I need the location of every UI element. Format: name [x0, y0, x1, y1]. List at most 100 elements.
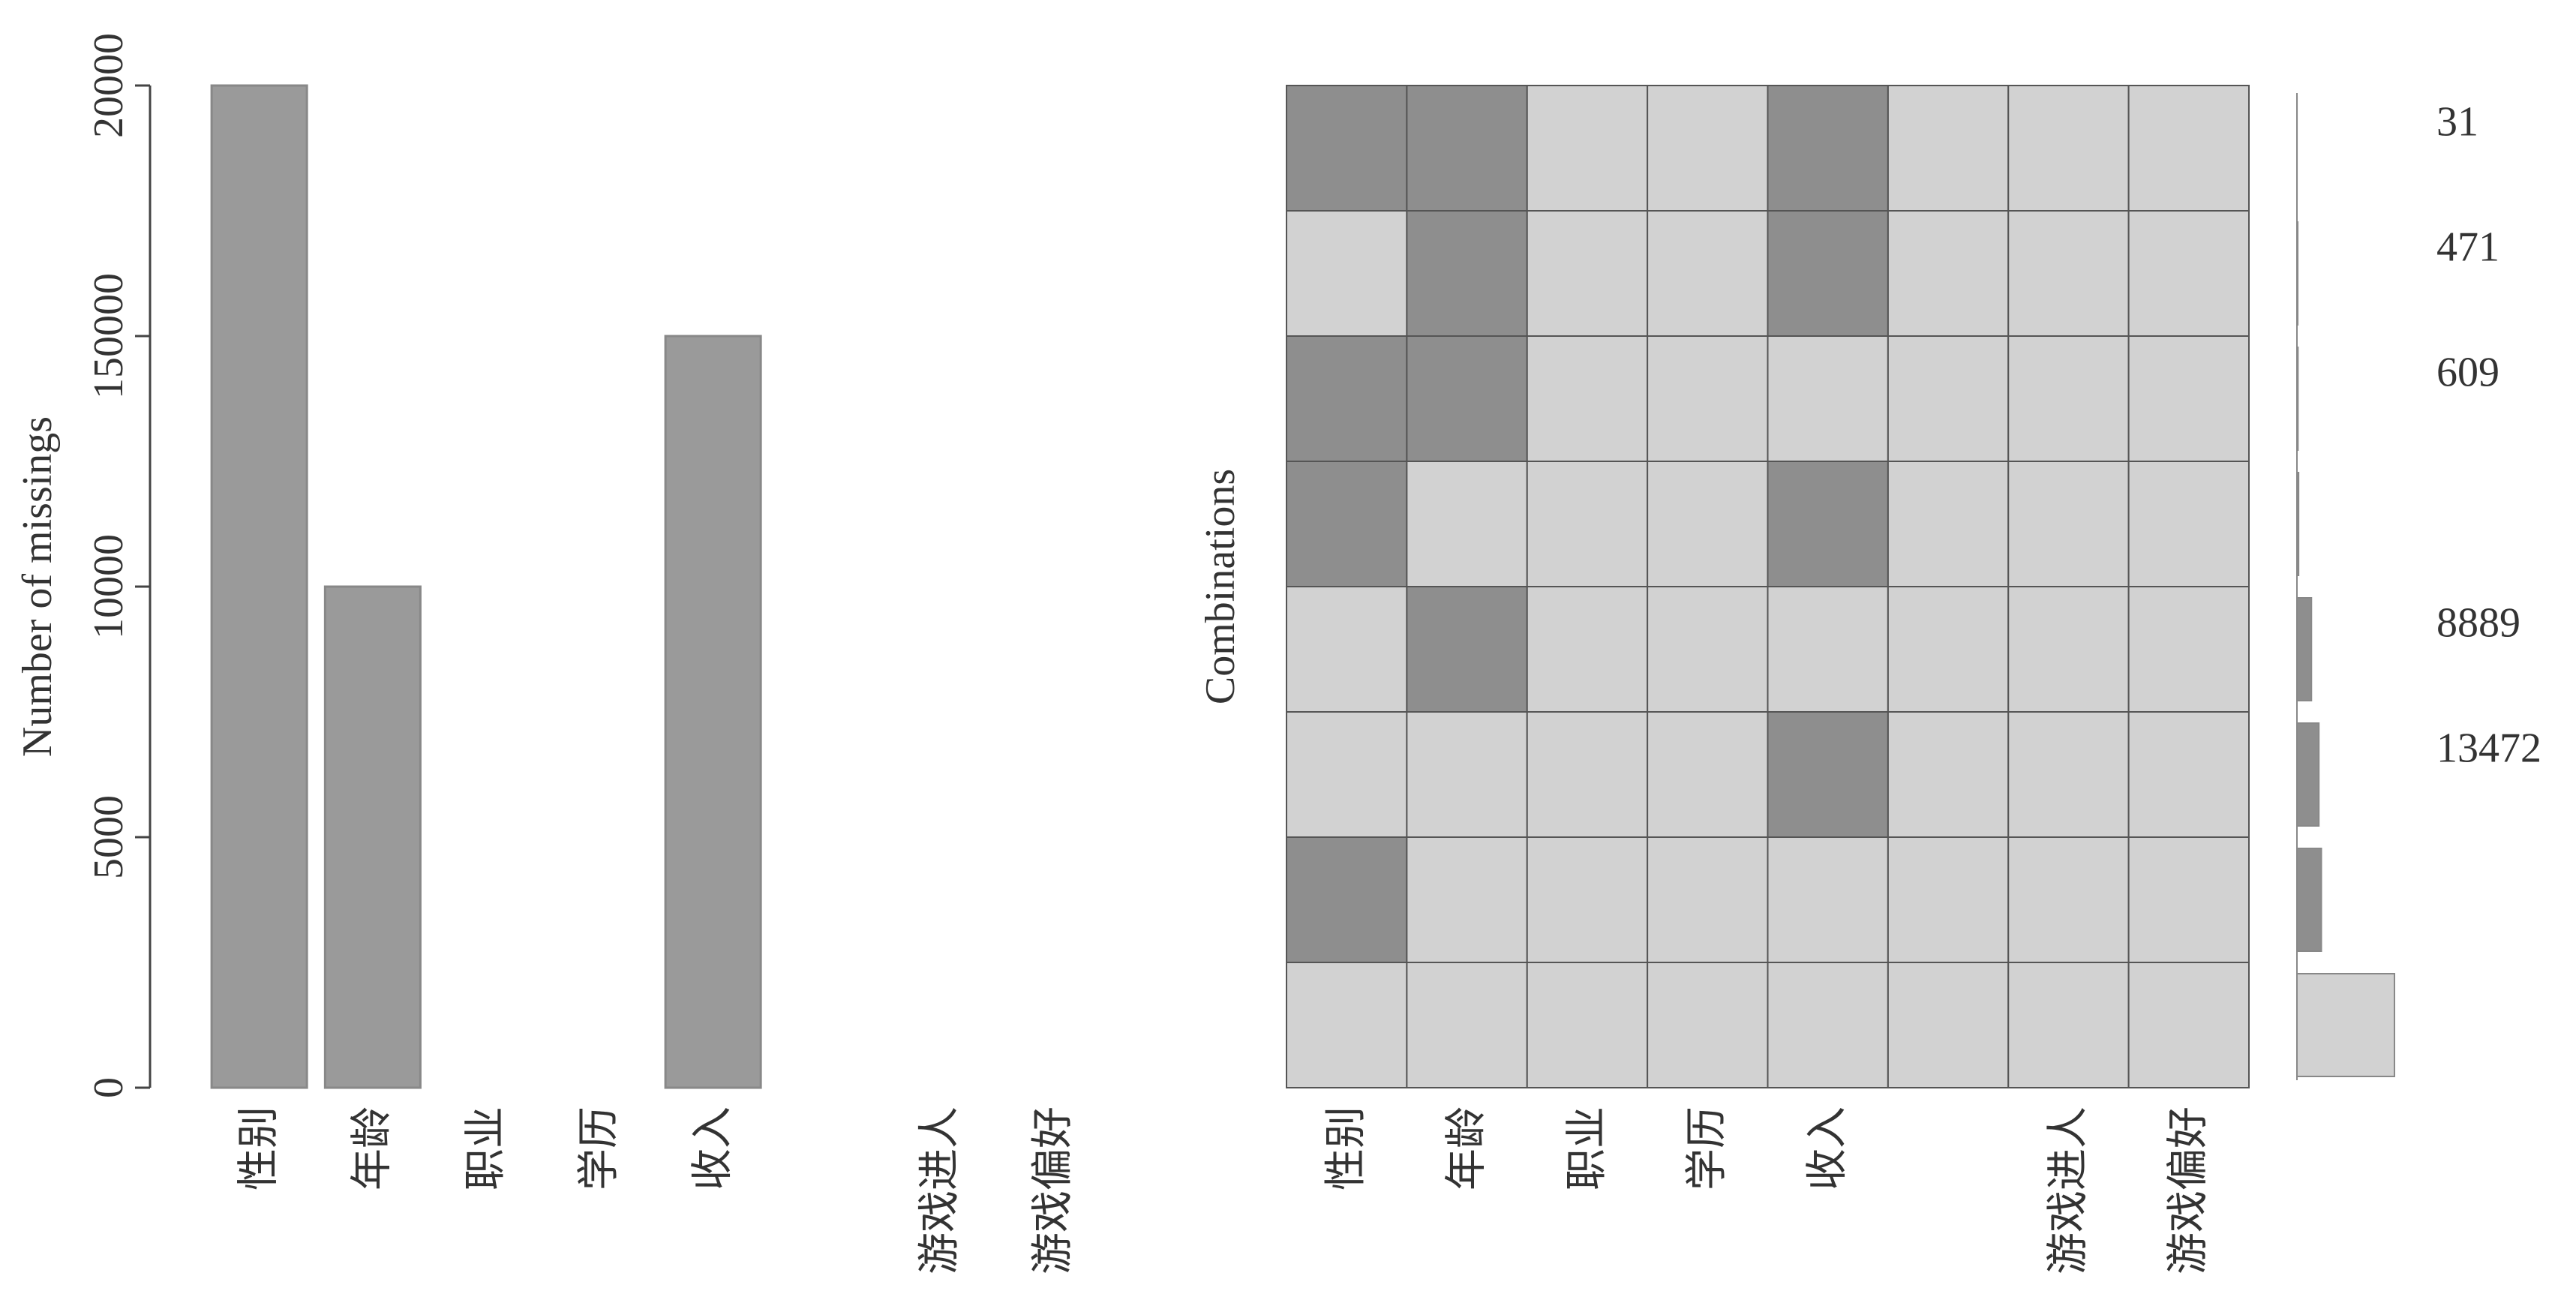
- cell: [1767, 210, 1889, 337]
- cell: [1526, 836, 1649, 963]
- cell: [1887, 85, 2010, 212]
- bar: [210, 84, 308, 1089]
- count-bar: [2296, 347, 2299, 451]
- cell: [2007, 962, 2130, 1088]
- cell: [1406, 85, 1528, 212]
- cell: [1887, 210, 2010, 337]
- cell: [1767, 461, 1889, 587]
- cell: [1406, 335, 1528, 462]
- cell: [1406, 586, 1528, 713]
- cell: [2007, 711, 2130, 838]
- cell: [1887, 962, 2010, 1088]
- cell: [1406, 836, 1528, 963]
- cell: [1286, 210, 1408, 337]
- cell: [1887, 586, 2010, 713]
- cell: [1647, 586, 1769, 713]
- cell: [2007, 586, 2130, 713]
- cell: [2007, 335, 2130, 462]
- x-tick-label: 游戏偏好: [1030, 1106, 1076, 1274]
- y-tick-label: 5000: [86, 795, 132, 879]
- cell: [1526, 335, 1649, 462]
- cell: [1286, 85, 1408, 212]
- x-tick-label: 年龄: [350, 1106, 396, 1190]
- cell: [1767, 962, 1889, 1088]
- cell: [1286, 586, 1408, 713]
- cell: [2127, 85, 2250, 212]
- y-axis-title: Number of missings: [14, 416, 61, 757]
- cell: [1887, 335, 2010, 462]
- count-label: 13472: [2436, 725, 2541, 771]
- y-tick-label: 20000: [86, 33, 132, 138]
- cell: [1887, 836, 2010, 963]
- cell: [2007, 210, 2130, 337]
- y-tick-label: 0: [86, 1077, 132, 1098]
- count-bar: [2296, 597, 2313, 701]
- count-label: 609: [2436, 349, 2499, 395]
- cell: [2127, 586, 2250, 713]
- count-label: 8889: [2436, 599, 2520, 646]
- cell: [1406, 210, 1528, 337]
- cell: [2127, 962, 2250, 1088]
- x-tick-label: 游戏偏好: [2166, 1106, 2212, 1274]
- y-axis-title: Combinations: [1197, 469, 1244, 704]
- x-tick-label: 收入: [689, 1106, 736, 1190]
- cell: [1286, 461, 1408, 587]
- cell: [2127, 836, 2250, 963]
- x-tick-label: 职业: [1564, 1106, 1611, 1190]
- cell: [2127, 335, 2250, 462]
- cell: [1767, 836, 1889, 963]
- cell: [2007, 461, 2130, 587]
- count-bar: [2296, 848, 2322, 952]
- cell: [1647, 335, 1769, 462]
- x-tick-label: 年龄: [1443, 1106, 1490, 1190]
- x-tick-label: 性别: [236, 1106, 282, 1190]
- cell: [1647, 962, 1769, 1088]
- count-label: 471: [2436, 224, 2499, 270]
- cell: [1526, 711, 1649, 838]
- cell: [1526, 210, 1649, 337]
- x-tick-label: 游戏进人: [917, 1106, 963, 1274]
- cell: [1767, 586, 1889, 713]
- x-tick-label: 职业: [463, 1106, 509, 1190]
- cell: [1767, 335, 1889, 462]
- cell: [1647, 711, 1769, 838]
- count-label: 31: [2436, 98, 2478, 145]
- x-tick-label: 学历: [576, 1106, 623, 1190]
- y-tick-label: 10000: [86, 534, 132, 639]
- cell: [1526, 962, 1649, 1088]
- count-bar: [2296, 221, 2299, 326]
- cell: [2127, 711, 2250, 838]
- cell: [1526, 85, 1649, 212]
- cell: [2127, 461, 2250, 587]
- x-tick-label: 学历: [1684, 1106, 1731, 1190]
- x-tick-label: 游戏进人: [2045, 1106, 2091, 1274]
- bar: [323, 585, 422, 1089]
- cell: [1286, 335, 1408, 462]
- cell: [1406, 962, 1528, 1088]
- cell: [1647, 210, 1769, 337]
- cell: [1406, 461, 1528, 587]
- bar: [664, 335, 762, 1089]
- cell: [1767, 711, 1889, 838]
- cell: [1286, 711, 1408, 838]
- cell: [1887, 711, 2010, 838]
- cell: [1647, 836, 1769, 963]
- cell: [1887, 461, 2010, 587]
- cell: [2007, 85, 2130, 212]
- cell: [1526, 461, 1649, 587]
- count-bar: [2296, 973, 2395, 1077]
- count-bar: [2296, 472, 2300, 576]
- y-tick-label: 150000: [86, 273, 132, 399]
- count-bar: [2296, 722, 2320, 827]
- cell: [2127, 210, 2250, 337]
- cell: [1286, 962, 1408, 1088]
- cell: [1767, 85, 1889, 212]
- cell: [1526, 586, 1649, 713]
- cell: [1286, 836, 1408, 963]
- cell: [1647, 85, 1769, 212]
- x-tick-label: 性别: [1323, 1106, 1370, 1190]
- x-tick-label: 收入: [1805, 1106, 1851, 1190]
- cell: [2007, 836, 2130, 963]
- cell: [1647, 461, 1769, 587]
